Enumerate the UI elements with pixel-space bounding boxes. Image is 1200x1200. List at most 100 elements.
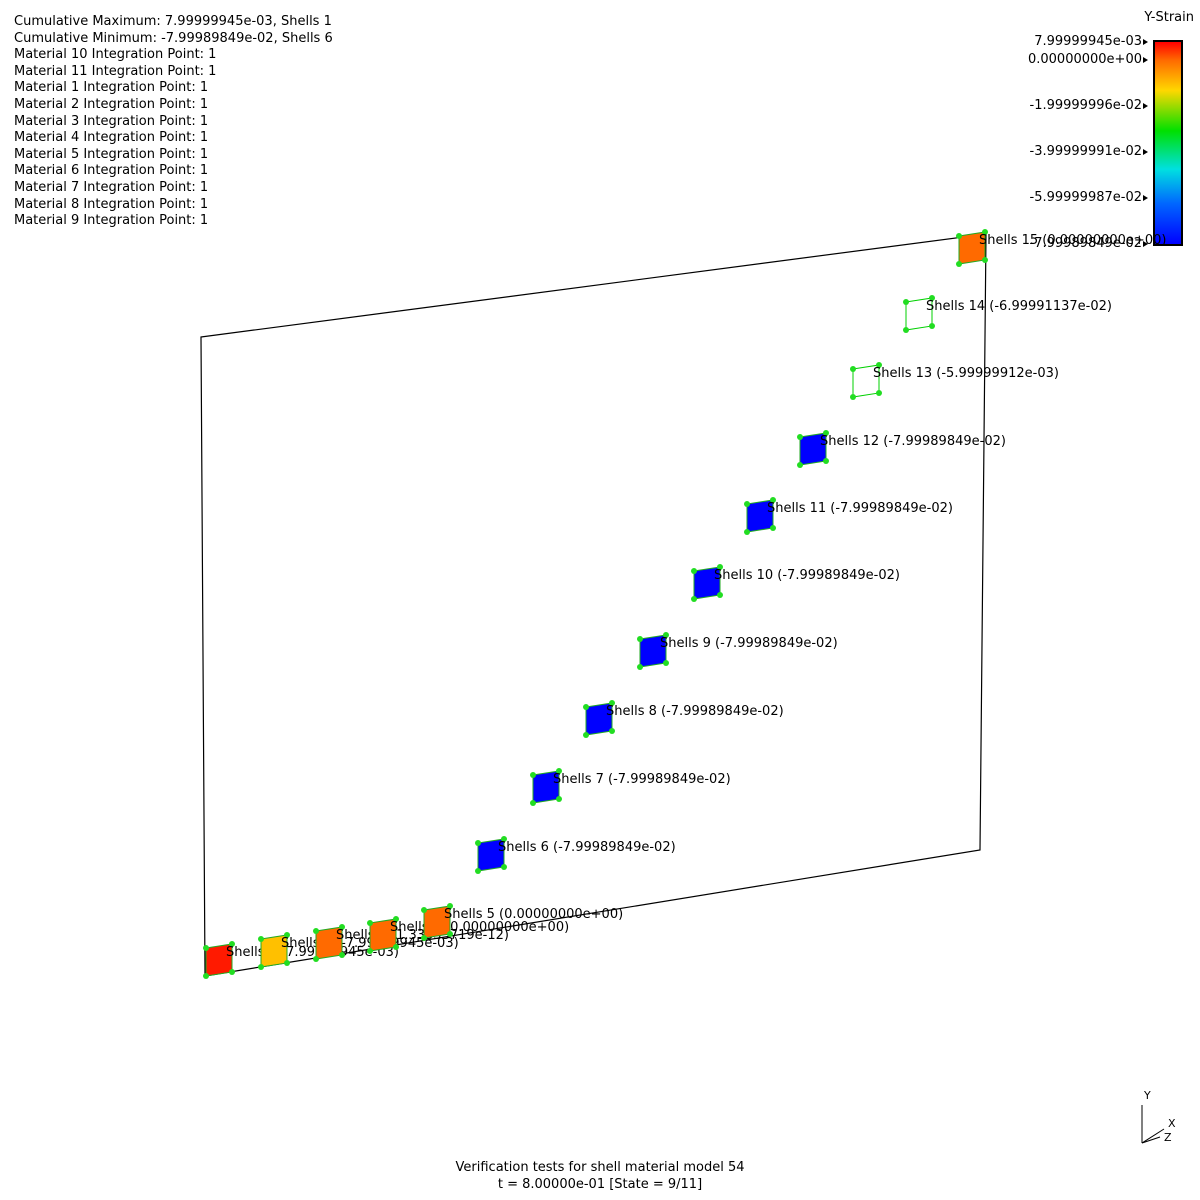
node-marker: [530, 772, 536, 778]
axis-z-label: Z: [1164, 1131, 1172, 1144]
shell-element[interactable]: Shells 8 (-7.99989849e-02): [583, 700, 784, 738]
shell-label: Shells 4 (0.00000000e+00): [390, 920, 569, 935]
shell-element[interactable]: Shells 6 (-7.99989849e-02): [475, 836, 676, 874]
shell-label: Shells 8 (-7.99989849e-02): [606, 704, 784, 719]
node-marker: [876, 362, 882, 368]
info-line: Material 10 Integration Point: 1: [14, 47, 217, 63]
axis-y-label: Y: [1144, 1089, 1151, 1102]
node-marker: [229, 969, 235, 975]
node-marker: [609, 728, 615, 734]
node-marker: [583, 732, 589, 738]
legend-title: Y-Strain: [1144, 10, 1194, 25]
legend-tick-icon: [1143, 57, 1148, 64]
shell-label: Shells 11 (-7.99989849e-02): [767, 501, 953, 516]
info-line: Material 1 Integration Point: 1: [14, 80, 209, 96]
info-line: Material 8 Integration Point: 1: [14, 196, 209, 212]
legend-label: -5.99999987e-02: [1029, 190, 1143, 206]
node-marker: [744, 501, 750, 507]
info-line: Cumulative Maximum: 7.99999945e-03, Shel…: [14, 14, 332, 29]
footer: Verification tests for shell material mo…: [0, 1159, 1200, 1193]
shell-label: Shells 6 (-7.99989849e-02): [498, 840, 676, 855]
node-marker: [929, 323, 935, 329]
info-line: Material 7 Integration Point: 1: [14, 179, 209, 195]
node-marker: [691, 596, 697, 602]
legend-label: 7.99999945e-03: [1034, 34, 1142, 49]
node-marker: [284, 960, 290, 966]
shell-element[interactable]: Shells 5 (0.00000000e+00): [421, 903, 623, 941]
shell-label: Shells 5 (0.00000000e+00): [444, 907, 623, 922]
shell-element[interactable]: Shells 13 (-5.99999912e-03): [850, 362, 1059, 400]
node-marker: [258, 964, 264, 970]
axis-x-label: X: [1168, 1117, 1176, 1130]
info-line: Cumulative Minimum: -7.99989849e-02, She…: [14, 30, 333, 46]
node-marker: [850, 366, 856, 372]
node-marker: [982, 229, 988, 235]
shell-label: Shells 12 (-7.99989849e-02): [820, 434, 1006, 449]
node-marker: [744, 529, 750, 535]
info-line: Material 9 Integration Point: 1: [14, 213, 209, 229]
node-marker: [903, 327, 909, 333]
shell-element[interactable]: Shells 15 (0.00000000e+00): [956, 229, 1166, 267]
node-marker: [203, 973, 209, 979]
node-marker: [770, 497, 776, 503]
legend-tick-icon: [1143, 103, 1148, 110]
node-marker: [501, 836, 507, 842]
info-line: Material 5 Integration Point: 1: [14, 146, 209, 162]
shell-element[interactable]: Shells 11 (-7.99989849e-02): [744, 497, 953, 535]
legend-label: -1.99999996e-02: [1029, 98, 1143, 114]
node-marker: [770, 525, 776, 531]
shell-element[interactable]: Shells 10 (-7.99989849e-02): [691, 564, 900, 602]
node-marker: [339, 952, 345, 958]
legend-colorbar[interactable]: [1153, 40, 1183, 246]
node-marker: [956, 261, 962, 267]
legend-label: -3.99999991e-02: [1029, 144, 1143, 160]
node-marker: [903, 299, 909, 305]
node-marker: [313, 956, 319, 962]
node-marker: [203, 945, 209, 951]
node-marker: [475, 868, 481, 874]
node-marker: [637, 664, 643, 670]
axis-triad-icon: [1141, 1105, 1165, 1144]
shell-element[interactable]: Shells 7 (-7.99989849e-02): [530, 768, 731, 806]
node-marker: [717, 592, 723, 598]
node-marker: [956, 233, 962, 239]
node-marker: [421, 907, 427, 913]
node-marker: [663, 632, 669, 638]
node-marker: [339, 924, 345, 930]
node-marker: [367, 948, 373, 954]
node-marker: [717, 564, 723, 570]
node-marker: [284, 932, 290, 938]
node-marker: [556, 768, 562, 774]
shell-label: Shells 7 (-7.99989849e-02): [553, 772, 731, 787]
info-line: Material 6 Integration Point: 1: [14, 163, 209, 179]
node-marker: [637, 636, 643, 642]
info-line: Material 3 Integration Point: 1: [14, 113, 209, 129]
node-marker: [823, 458, 829, 464]
info-line: Material 11 Integration Point: 1: [14, 63, 217, 79]
node-marker: [530, 800, 536, 806]
info-line: Material 2 Integration Point: 1: [14, 96, 209, 112]
node-marker: [447, 903, 453, 909]
node-marker: [393, 944, 399, 950]
shell-element[interactable]: Shells 12 (-7.99989849e-02): [797, 430, 1006, 468]
node-marker: [556, 796, 562, 802]
shell-element[interactable]: Shells 9 (-7.99989849e-02): [637, 632, 838, 670]
plate-outline: [200, 233, 987, 977]
legend-tick-icon: [1143, 39, 1148, 45]
node-marker: [797, 462, 803, 468]
shell-label: Shells 10 (-7.99989849e-02): [714, 568, 900, 583]
node-marker: [850, 394, 856, 400]
shell-element[interactable]: Shells 14 (-6.99991137e-02): [903, 295, 1112, 333]
node-marker: [229, 941, 235, 947]
node-marker: [691, 568, 697, 574]
node-marker: [823, 430, 829, 436]
node-marker: [663, 660, 669, 666]
node-marker: [447, 931, 453, 937]
footer-state: t = 8.00000e-01 [State = 9/11]: [497, 1177, 703, 1192]
node-marker: [609, 700, 615, 706]
legend-tick-icon: [1143, 149, 1148, 156]
info-line: Material 4 Integration Point: 1: [14, 130, 209, 146]
shell-elements: Shells 1 (7.99999945e-03)Shells 2 (-7.99…: [203, 229, 1166, 979]
